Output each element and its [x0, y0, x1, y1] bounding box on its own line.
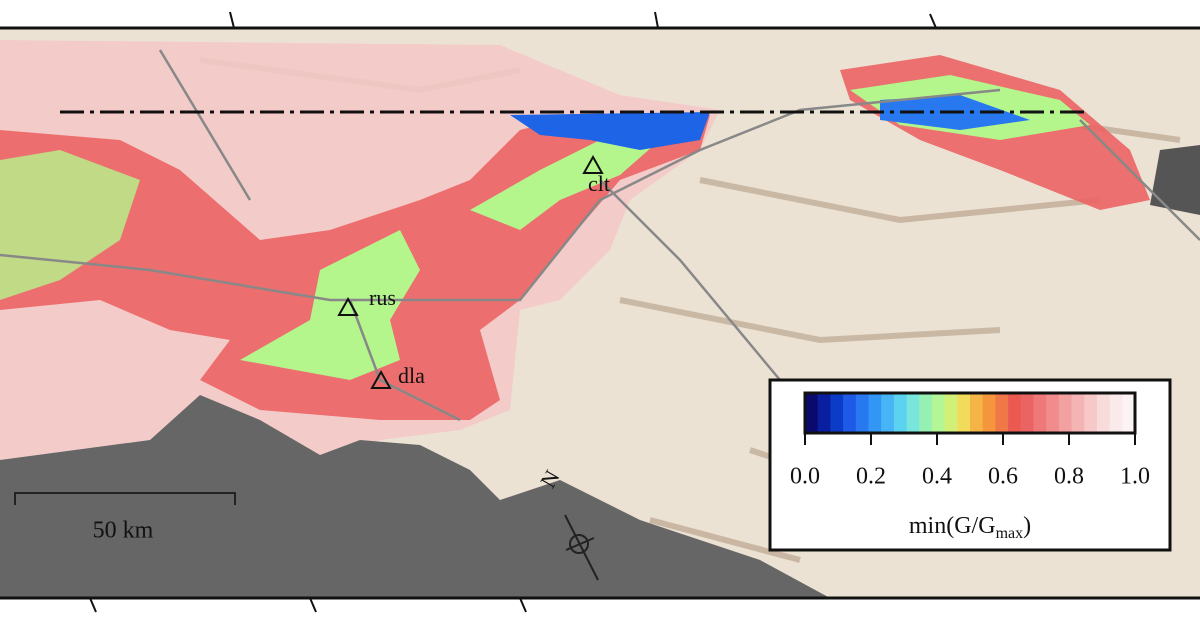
roads	[0, 49, 1200, 422]
colorbar-cell	[1109, 393, 1123, 433]
station-triangle	[337, 296, 359, 316]
colorbar-tick-label: 0.8	[1054, 464, 1084, 490]
colorbar-cell	[1046, 393, 1060, 433]
colorbar-cell	[931, 393, 946, 433]
colorbar-cell	[1058, 393, 1073, 433]
north-arrow	[564, 514, 599, 581]
colorbar-title: min(G/Gmax)	[909, 513, 1031, 542]
colorbar-cell	[944, 393, 958, 433]
green-zone	[470, 140, 660, 230]
colorbar-cell	[868, 393, 882, 433]
colorbar-cell	[1084, 393, 1098, 433]
colorbar-frame	[803, 391, 1137, 435]
station-triangle	[370, 369, 392, 389]
graticule-ticks	[89, 11, 937, 613]
colorbar-cell	[843, 393, 857, 433]
colorbar-cell	[893, 393, 908, 433]
station-label: rus	[369, 285, 396, 310]
colorbar-cell	[1071, 393, 1085, 433]
colorbar-cell	[970, 393, 984, 433]
colorbar-tick-label: 0.4	[922, 464, 952, 490]
title-end: )	[1023, 513, 1031, 539]
green-zone	[0, 150, 140, 300]
colorbar-cell	[1122, 393, 1136, 433]
colorbar-cell	[855, 393, 869, 433]
station-label: dla	[398, 363, 425, 388]
scale-bar	[14, 492, 236, 505]
colorbar-cell	[1020, 393, 1034, 433]
lake	[1150, 145, 1200, 215]
colorbar-cell	[830, 393, 844, 433]
colorbar-tick-label: 0.6	[988, 464, 1018, 490]
title-main: min(G/G	[909, 513, 996, 539]
colorbar-cell	[906, 393, 920, 433]
station-triangle	[582, 154, 604, 174]
station-label: clt	[588, 171, 610, 196]
colorbar-cell	[805, 393, 819, 433]
colorbar-cell	[1096, 393, 1111, 433]
colorbar-tick-label: 0.0	[790, 464, 820, 490]
colorbar-tick-label: 1.0	[1120, 464, 1150, 490]
colorbar-cell	[817, 393, 831, 433]
colorbar-cell	[995, 393, 1009, 433]
ocean	[0, 395, 830, 598]
colorbar-cell	[1008, 393, 1022, 433]
station-markers	[337, 154, 604, 389]
colorbar-cell	[957, 393, 971, 433]
scale-label: 50 km	[93, 518, 154, 544]
colorbar-cell	[1033, 393, 1047, 433]
colorbar	[805, 393, 1136, 433]
colorbar-cell	[982, 393, 996, 433]
title-subscript: max	[996, 525, 1024, 542]
colorbar-tick-label: 0.2	[856, 464, 886, 490]
green-zone	[240, 230, 420, 380]
blue-zone	[510, 112, 710, 150]
colorbar-cell	[881, 393, 895, 433]
colorbar-cell	[919, 393, 933, 433]
